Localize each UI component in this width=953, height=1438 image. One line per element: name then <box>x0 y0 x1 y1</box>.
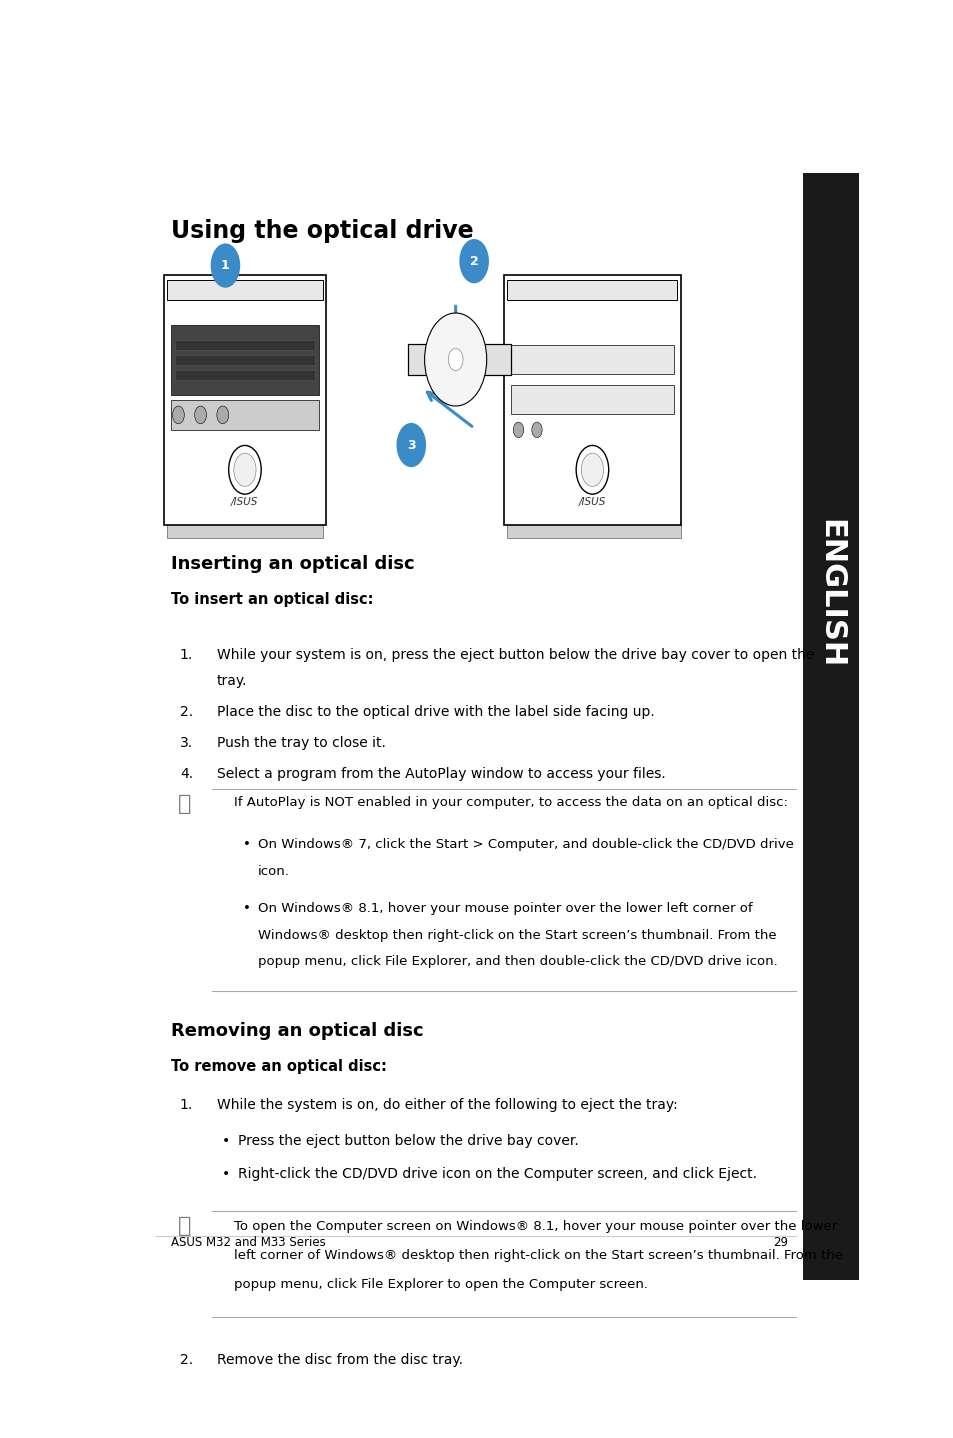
Circle shape <box>172 406 184 424</box>
Circle shape <box>211 243 240 288</box>
Text: ASUS M32 and M33 Series: ASUS M32 and M33 Series <box>171 1235 325 1248</box>
Text: Removing an optical disc: Removing an optical disc <box>171 1022 423 1040</box>
Circle shape <box>459 239 488 283</box>
Text: Push the tray to close it.: Push the tray to close it. <box>216 736 385 751</box>
Text: /ISUS: /ISUS <box>578 498 605 508</box>
FancyBboxPatch shape <box>511 345 673 374</box>
Text: Windows® desktop then right-click on the Start screen’s thumbnail. From the: Windows® desktop then right-click on the… <box>257 929 776 942</box>
Text: Press the eject button below the drive bay cover.: Press the eject button below the drive b… <box>237 1133 578 1148</box>
FancyBboxPatch shape <box>407 344 511 375</box>
Text: popup menu, click File Explorer to open the Computer screen.: popup menu, click File Explorer to open … <box>233 1277 647 1291</box>
FancyBboxPatch shape <box>174 355 314 365</box>
Text: 🖊: 🖊 <box>177 794 191 814</box>
Text: •: • <box>222 1166 231 1181</box>
Circle shape <box>424 313 486 406</box>
Text: tray.: tray. <box>216 674 247 689</box>
Text: While the system is on, do either of the following to eject the tray:: While the system is on, do either of the… <box>216 1099 677 1112</box>
Circle shape <box>513 423 523 437</box>
Circle shape <box>531 423 541 437</box>
FancyBboxPatch shape <box>171 400 318 430</box>
Text: 4.: 4. <box>180 766 193 781</box>
FancyBboxPatch shape <box>802 173 858 1280</box>
Circle shape <box>396 423 426 467</box>
Circle shape <box>233 453 255 486</box>
Text: While your system is on, press the eject button below the drive bay cover to ope: While your system is on, press the eject… <box>216 647 813 661</box>
Text: To insert an optical disc:: To insert an optical disc: <box>171 592 374 607</box>
Circle shape <box>194 406 206 424</box>
Text: Right-click the CD/DVD drive icon on the Computer screen, and click Eject.: Right-click the CD/DVD drive icon on the… <box>237 1166 756 1181</box>
Text: 3: 3 <box>407 439 416 452</box>
Text: •: • <box>243 838 251 851</box>
Text: ENGLISH: ENGLISH <box>816 519 844 667</box>
Circle shape <box>448 348 462 371</box>
Text: If AutoPlay is NOT enabled in your computer, to access the data on an optical di: If AutoPlay is NOT enabled in your compu… <box>233 797 787 810</box>
FancyBboxPatch shape <box>167 279 322 299</box>
Circle shape <box>580 453 603 486</box>
Text: 3.: 3. <box>180 736 193 751</box>
Text: 2: 2 <box>469 255 478 267</box>
Text: On Windows® 8.1, hover your mouse pointer over the lower left corner of: On Windows® 8.1, hover your mouse pointe… <box>257 902 751 915</box>
Circle shape <box>229 446 261 495</box>
Text: 2.: 2. <box>180 1353 193 1368</box>
Text: popup menu, click File Explorer, and then double-click the CD/DVD drive icon.: popup menu, click File Explorer, and the… <box>257 955 777 968</box>
FancyBboxPatch shape <box>507 522 680 538</box>
Text: To open the Computer screen on Windows® 8.1, hover your mouse pointer over the l: To open the Computer screen on Windows® … <box>233 1219 836 1232</box>
FancyBboxPatch shape <box>174 339 314 349</box>
Text: 1: 1 <box>221 259 230 272</box>
Text: 1.: 1. <box>180 647 193 661</box>
FancyBboxPatch shape <box>167 522 322 538</box>
Text: On Windows® 7, click the Start > Computer, and double-click the CD/DVD drive: On Windows® 7, click the Start > Compute… <box>257 838 793 851</box>
Text: Using the optical drive: Using the optical drive <box>171 219 473 243</box>
Text: •: • <box>222 1133 231 1148</box>
FancyBboxPatch shape <box>174 370 314 380</box>
Text: 29: 29 <box>773 1235 787 1248</box>
Circle shape <box>576 446 608 495</box>
Text: left corner of Windows® desktop then right-click on the Start screen’s thumbnail: left corner of Windows® desktop then rig… <box>233 1248 841 1261</box>
Text: 🖊: 🖊 <box>177 1215 191 1235</box>
FancyBboxPatch shape <box>511 385 673 414</box>
Circle shape <box>216 406 229 424</box>
Text: 2.: 2. <box>180 705 193 719</box>
Text: Place the disc to the optical drive with the label side facing up.: Place the disc to the optical drive with… <box>216 705 654 719</box>
Text: 1.: 1. <box>180 1099 193 1112</box>
Text: /ISUS: /ISUS <box>231 498 258 508</box>
FancyBboxPatch shape <box>164 275 326 525</box>
Text: icon.: icon. <box>257 864 289 877</box>
Text: To remove an optical disc:: To remove an optical disc: <box>171 1060 387 1074</box>
Text: •: • <box>243 902 251 915</box>
FancyBboxPatch shape <box>503 275 680 525</box>
FancyBboxPatch shape <box>507 279 677 299</box>
Text: Select a program from the AutoPlay window to access your files.: Select a program from the AutoPlay windo… <box>216 766 665 781</box>
Text: Remove the disc from the disc tray.: Remove the disc from the disc tray. <box>216 1353 462 1368</box>
Text: Inserting an optical disc: Inserting an optical disc <box>171 555 415 572</box>
FancyBboxPatch shape <box>171 325 318 395</box>
